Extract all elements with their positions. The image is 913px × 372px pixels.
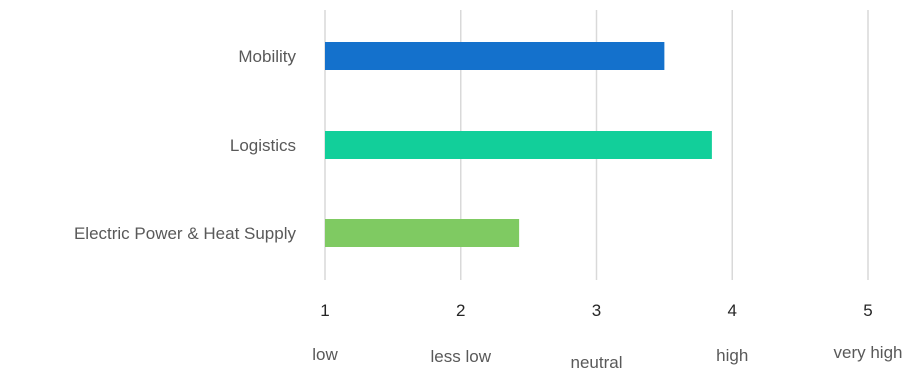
x-tick-label: 4 <box>728 301 737 320</box>
bar-electric-power-heat-supply <box>325 219 520 247</box>
bar-logistics <box>325 131 712 159</box>
category-label: Mobility <box>238 47 296 66</box>
scale-label: low <box>312 345 338 364</box>
scale-label: high <box>716 346 748 365</box>
bar-mobility <box>325 42 665 70</box>
x-tick-label: 3 <box>592 301 601 320</box>
x-tick-labels: 1 2 3 4 5 <box>320 301 872 320</box>
bars <box>325 42 712 247</box>
x-tick-label: 5 <box>863 301 872 320</box>
x-tick-label: 2 <box>456 301 465 320</box>
x-tick-label: 1 <box>320 301 329 320</box>
scale-label: very high <box>834 343 903 362</box>
scale-labels: low less low neutral high very high <box>312 343 902 372</box>
category-labels: Mobility Logistics Electric Power & Heat S… <box>74 47 297 243</box>
scale-label: less low <box>431 347 492 366</box>
category-label: Logistics <box>230 136 296 155</box>
category-label: Electric Power & Heat Supply <box>74 224 297 243</box>
scale-label: neutral <box>571 353 623 372</box>
